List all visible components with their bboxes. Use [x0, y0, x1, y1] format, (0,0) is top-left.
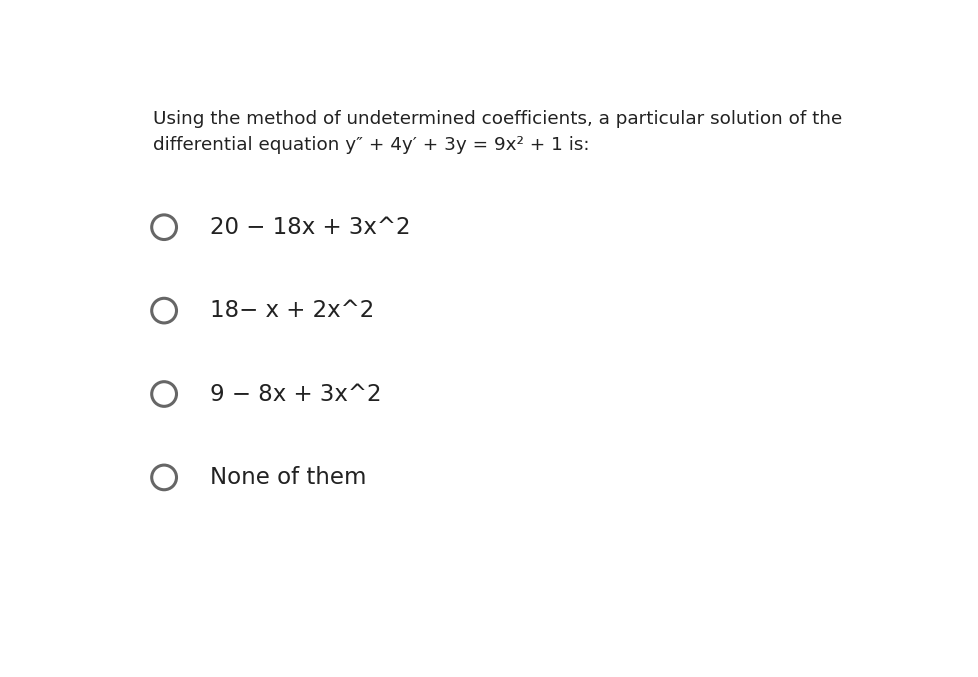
Text: None of them: None of them	[209, 466, 366, 489]
Text: 9 − 8x + 3x^2: 9 − 8x + 3x^2	[209, 383, 380, 406]
Text: Using the method of undetermined coefficients, a particular solution of the: Using the method of undetermined coeffic…	[153, 110, 841, 128]
Text: 18− x + 2x^2: 18− x + 2x^2	[209, 299, 374, 322]
Text: differential equation y″ + 4y′ + 3y = 9x² + 1 is:: differential equation y″ + 4y′ + 3y = 9x…	[153, 136, 589, 154]
Text: 20 − 18x + 3x^2: 20 − 18x + 3x^2	[209, 216, 410, 239]
